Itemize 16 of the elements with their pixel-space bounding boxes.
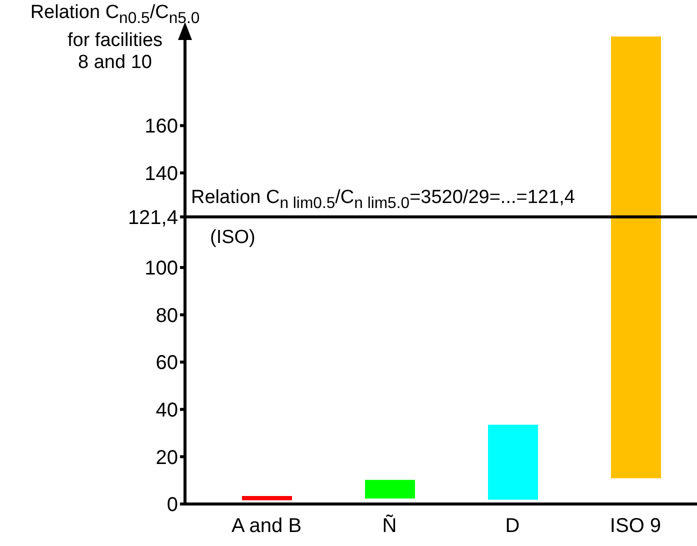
y-tick-label: 20	[156, 446, 178, 469]
x-tick-label: Ñ	[382, 514, 397, 538]
annotation: (ISO)	[210, 226, 256, 249]
x-tick-label: ISO 9	[610, 515, 662, 538]
y-tick-label: 160	[144, 116, 178, 138]
y-tick-label: 80	[156, 304, 178, 327]
y-axis-title: Relation C$_{n0.5}$/C$_{n5.0}$ for facilities 8 and 10	[29, 2, 201, 74]
y-tick-label: 140	[144, 163, 178, 185]
ref-line-label: Relation C$_{n lim0.5}$/C$_{n lim5.0}$=3520/29=...=121,4	[191, 186, 575, 213]
x-tick-label: D	[505, 515, 520, 538]
y-tick-label: 100	[144, 258, 178, 280]
y-tick-label: 0	[166, 494, 178, 516]
y-tick-label: 121,4	[128, 206, 178, 229]
x-tick-label: A and B	[231, 515, 302, 538]
y-tick-label: 40	[156, 400, 178, 422]
y-tick-label: 60	[156, 352, 178, 374]
